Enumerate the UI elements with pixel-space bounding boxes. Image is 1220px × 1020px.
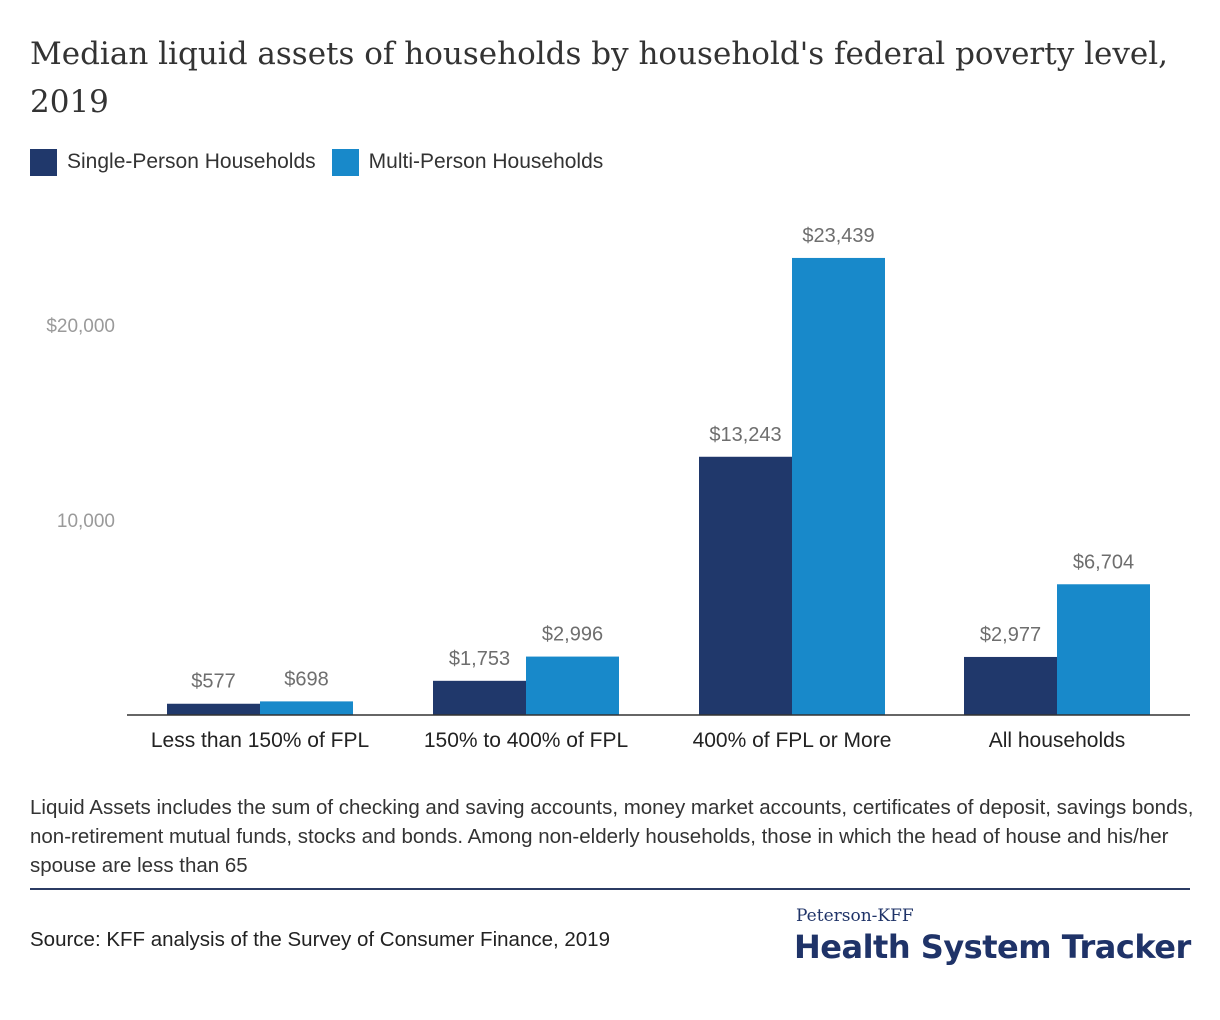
bar-multi	[526, 656, 619, 715]
legend-swatch-multi	[331, 148, 359, 176]
x-tick-label: All households	[989, 729, 1126, 752]
x-tick-label: 400% of FPL or More	[693, 729, 892, 752]
data-label: $13,243	[709, 424, 781, 446]
legend-item-single: Single-Person Households	[30, 148, 316, 176]
brand-subtitle: Peterson-KFF	[796, 906, 914, 926]
x-tick-label: Less than 150% of FPL	[151, 729, 369, 752]
brand-logo: Health System Tracker	[794, 928, 1191, 966]
data-label: $577	[191, 671, 236, 693]
chart-note: Liquid Assets includes the sum of checki…	[30, 796, 1194, 877]
bar-multi	[260, 701, 353, 715]
chart-title: Median liquid assets of households by ho…	[30, 36, 1168, 120]
data-label: $1,753	[449, 648, 510, 670]
bar-multi	[1057, 584, 1150, 715]
x-tick-label: 150% to 400% of FPL	[424, 729, 628, 752]
data-label: $23,439	[802, 225, 874, 247]
bar-multi	[792, 257, 885, 715]
bar-single	[433, 680, 526, 715]
bar-chart: 10,000 $20,000 $577 $698 Less than 150% of F…	[46, 225, 1190, 752]
legend-item-multi: Multi-Person Households	[331, 148, 604, 176]
y-tick-label: 10,000	[57, 511, 115, 532]
bar-single	[167, 703, 260, 715]
bar-single	[964, 656, 1057, 715]
data-label: $2,996	[542, 624, 603, 646]
source-text: Source: KFF analysis of the Survey of Co…	[30, 928, 610, 951]
legend: Single-Person Households Multi-Person Ho…	[30, 148, 619, 176]
data-label: $6,704	[1073, 551, 1134, 573]
footer-divider	[30, 888, 1190, 890]
bar-single	[699, 456, 792, 715]
data-label: $698	[284, 668, 329, 690]
y-tick-label: $20,000	[46, 316, 115, 337]
data-label: $2,977	[980, 624, 1041, 646]
legend-label-single: Single-Person Households	[67, 150, 316, 173]
legend-label-multi: Multi-Person Households	[368, 150, 604, 173]
legend-swatch-single	[30, 148, 57, 176]
